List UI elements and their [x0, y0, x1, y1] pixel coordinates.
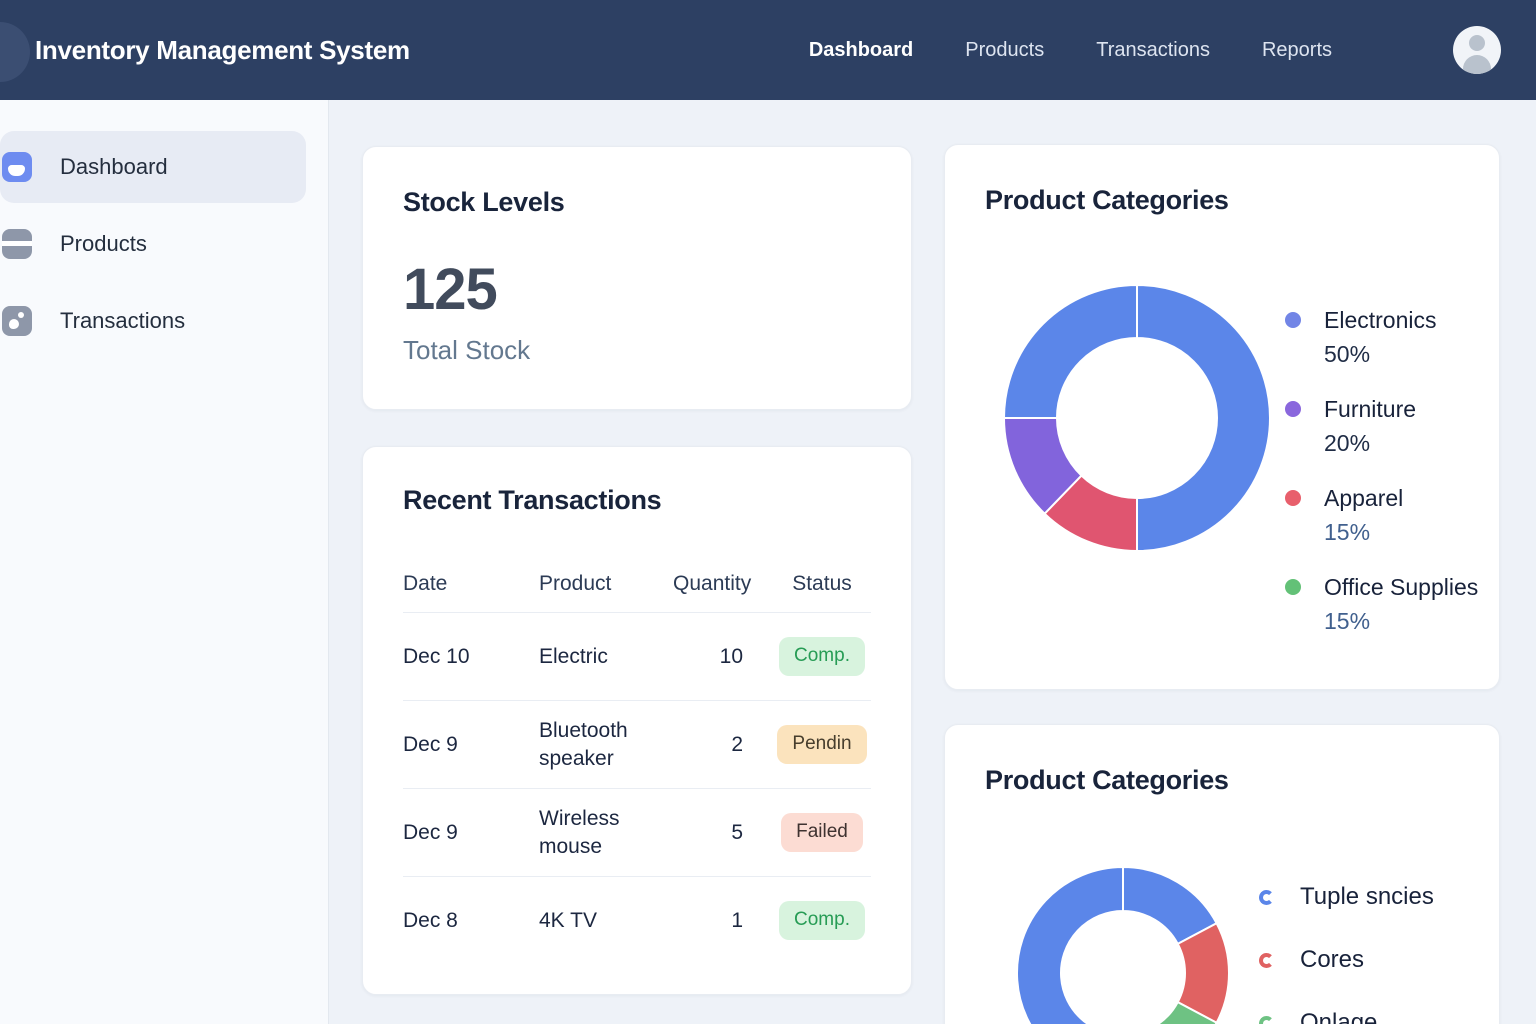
sidebar-item-dashboard[interactable]: Dashboard: [0, 131, 306, 203]
sidebar: Dashboard Products Transactions: [0, 100, 329, 1024]
cell-product: Electric: [539, 644, 608, 668]
cell-quantity: 1: [731, 908, 743, 932]
legend-item-apparel: Apparel 15%: [1285, 481, 1478, 549]
cell-date: Dec 8: [403, 908, 458, 932]
table-row: Dec 9 Bluetooth speaker 2 Pendin: [403, 700, 871, 788]
status-badge: Pendin: [777, 725, 867, 764]
nav-link-transactions[interactable]: Transactions: [1096, 38, 1210, 61]
avatar-person-icon: [1463, 55, 1491, 74]
nav-link-dashboard[interactable]: Dashboard: [808, 38, 914, 61]
logo-circle: [0, 22, 30, 82]
product-categories-card-1: Product Categories Electronics 50% Furni…: [944, 144, 1500, 690]
legend-item: Cores: [1259, 940, 1434, 980]
legend-item: Tuple sncies: [1259, 877, 1434, 917]
legend-label: Cores: [1300, 946, 1365, 973]
donut-segment: [1136, 283, 1271, 553]
column-header-quantity: Quantity: [673, 572, 752, 595]
legend-item-furniture: Furniture 20%: [1285, 392, 1478, 460]
sidebar-item-transactions[interactable]: Transactions: [0, 285, 306, 357]
cell-product: Bluetooth speaker: [539, 719, 628, 770]
column-header-status: Status: [792, 572, 852, 595]
column-header-product: Product: [539, 572, 612, 595]
categories-card-title: Product Categories: [985, 185, 1229, 215]
total-stock-caption: Total Stock: [403, 335, 531, 365]
legend-value: 15%: [1324, 608, 1371, 634]
categories-donut-chart: [1002, 283, 1271, 553]
cell-quantity: 5: [731, 820, 743, 844]
table-row: Dec 10 Electric 10 Comp.: [403, 612, 871, 700]
sidebar-item-label: Dashboard: [60, 154, 168, 179]
products-icon: [2, 229, 32, 259]
transactions-card-title: Recent Transactions: [403, 485, 662, 515]
recent-transactions-card: Recent Transactions Date Product Quantit…: [362, 446, 912, 995]
donut-segment: [1016, 865, 1124, 1024]
cell-date: Dec 10: [403, 644, 470, 668]
cell-date: Dec 9: [403, 732, 458, 756]
sidebar-item-products[interactable]: Products: [0, 208, 306, 280]
chart-legend-2: Tuple sncies Cores Onlage: [1259, 877, 1434, 1024]
nav-link-reports[interactable]: Reports: [1261, 38, 1332, 61]
top-navbar: Inventory Management System Dashboard Pr…: [0, 0, 1536, 100]
legend-ring-marker: [1259, 1015, 1274, 1024]
cell-quantity: 10: [719, 644, 743, 668]
cell-product: 4K TV: [539, 908, 597, 932]
legend-item-electronics: Electronics 50%: [1285, 303, 1478, 371]
legend-label: Apparel: [1324, 485, 1404, 511]
nav-link-products[interactable]: Products: [965, 38, 1045, 61]
cell-quantity: 2: [731, 732, 743, 756]
legend-label: Office Supplies: [1324, 574, 1479, 600]
legend-item: Onlage: [1259, 1003, 1434, 1024]
legend-dot: [1285, 401, 1301, 417]
legend-ring-marker: [1259, 952, 1274, 968]
legend-item-office-supplies: Office Supplies 15%: [1285, 570, 1478, 638]
navbar-links: Dashboard Products Transactions Reports: [809, 0, 1332, 100]
table-row: Dec 8 4K TV 1 Comp.: [403, 876, 871, 964]
legend-label: Electronics: [1324, 307, 1437, 333]
chart-legend: Electronics 50% Furniture 20% Apparel 15…: [1285, 303, 1478, 659]
legend-value: 50%: [1324, 341, 1371, 367]
stock-levels-card: Stock Levels 125 Total Stock: [362, 146, 912, 410]
categories-donut-chart-2: [1016, 865, 1230, 1024]
categories-card-title: Product Categories: [985, 765, 1229, 795]
legend-ring-marker: [1259, 889, 1274, 905]
sidebar-item-label: Products: [60, 231, 147, 256]
legend-value: 20%: [1324, 430, 1371, 456]
status-badge: Comp.: [779, 637, 865, 676]
status-badge: Failed: [781, 813, 863, 852]
product-categories-card-2: Product Categories Tuple sncies Cores On…: [944, 724, 1500, 1024]
table-row: Dec 9 Wireless mouse 5 Failed: [403, 788, 871, 876]
status-badge: Comp.: [779, 901, 865, 940]
donut-segment: [1002, 283, 1138, 419]
app-title: Inventory Management System: [35, 34, 410, 65]
table-header-row: Date Product Quantity Status: [403, 556, 871, 612]
transactions-icon: [2, 306, 32, 336]
donut-segment: [1156, 1000, 1218, 1024]
dashboard-icon: [2, 152, 32, 182]
legend-label: Tuple sncies: [1300, 883, 1434, 910]
cell-product: Wireless mouse: [539, 807, 620, 858]
stock-card-title: Stock Levels: [403, 187, 565, 217]
sidebar-item-label: Transactions: [60, 308, 186, 333]
legend-value: 15%: [1324, 519, 1371, 545]
legend-dot: [1285, 490, 1301, 506]
legend-label: Onlage: [1300, 1009, 1378, 1024]
legend-dot: [1285, 579, 1301, 595]
legend-label: Furniture: [1324, 396, 1417, 422]
user-avatar[interactable]: [1453, 26, 1501, 74]
total-stock-value: 125: [403, 257, 498, 322]
cell-date: Dec 9: [403, 820, 458, 844]
legend-dot: [1285, 312, 1301, 328]
transactions-table: Date Product Quantity Status Dec 10 Elec…: [403, 556, 871, 964]
avatar-person-icon: [1469, 35, 1485, 51]
column-header-date: Date: [403, 572, 448, 595]
